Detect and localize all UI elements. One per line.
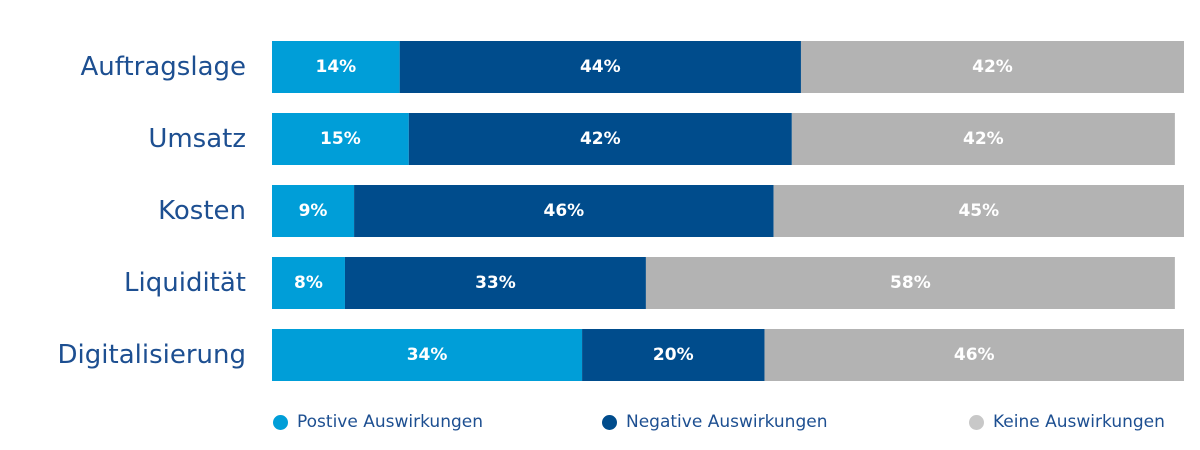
bar-segment-positive <box>272 113 409 165</box>
bar-segment-positive <box>272 329 583 381</box>
value-label-positive: 8% <box>294 273 323 293</box>
value-label-positive: 34% <box>407 345 448 365</box>
legend-swatch-negative <box>602 414 617 430</box>
legend-label-positive: Postive Auswirkungen <box>297 412 483 432</box>
category-label: Digitalisierung <box>58 340 246 370</box>
bar-segment-positive <box>272 41 400 93</box>
value-label-none: 46% <box>954 345 995 365</box>
legend-swatch-positive <box>273 414 288 430</box>
value-label-negative: 46% <box>543 201 584 221</box>
category-label: Auftragslage <box>81 52 246 82</box>
legend-label-none: Keine Auswirkungen <box>993 412 1165 432</box>
legend-item-positive: Postive Auswirkungen <box>273 412 483 432</box>
legend-label-negative: Negative Auswirkungen <box>626 412 828 432</box>
bar-segment-none <box>773 185 1184 237</box>
bar-segment-positive <box>272 257 345 309</box>
bar-segment-negative <box>408 113 792 165</box>
legend-item-none: Keine Auswirkungen <box>969 412 1165 432</box>
value-label-positive: 9% <box>299 201 328 221</box>
value-label-negative: 44% <box>580 57 621 77</box>
bar-segment-positive <box>272 185 355 237</box>
value-label-negative: 33% <box>475 273 516 293</box>
value-label-none: 42% <box>963 129 1004 149</box>
bar-segment-negative <box>344 257 646 309</box>
bar-segment-negative <box>354 185 774 237</box>
bar-segment-negative <box>399 41 801 93</box>
value-label-none: 58% <box>890 273 931 293</box>
legend-swatch-none <box>969 414 984 430</box>
value-label-negative: 42% <box>580 129 621 149</box>
category-label: Umsatz <box>148 124 246 154</box>
value-label-negative: 20% <box>653 345 694 365</box>
bar-segment-negative <box>582 329 765 381</box>
bar-segment-none <box>645 257 1175 309</box>
legend-item-negative: Negative Auswirkungen <box>602 412 827 432</box>
bar-segment-none <box>800 41 1184 93</box>
value-label-none: 42% <box>972 57 1013 77</box>
value-label-positive: 14% <box>315 57 356 77</box>
bar-segment-none <box>791 113 1175 165</box>
value-label-none: 45% <box>958 201 999 221</box>
value-label-positive: 15% <box>320 129 361 149</box>
category-label: Kosten <box>158 196 246 226</box>
bar-segment-none <box>764 329 1184 381</box>
category-label: Liquidität <box>124 268 246 298</box>
